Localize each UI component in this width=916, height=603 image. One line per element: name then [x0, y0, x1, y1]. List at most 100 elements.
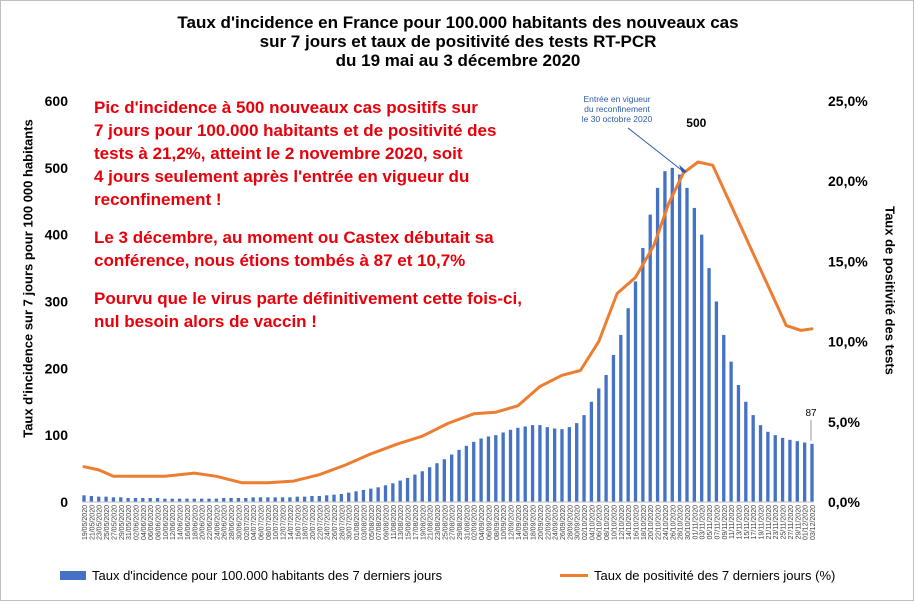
x-tick-label: 04/06/2020: [141, 505, 148, 540]
incidence-bar: [707, 268, 710, 502]
incidence-bar: [671, 168, 674, 502]
x-tick-label: 30/09/2020: [575, 505, 582, 540]
x-tick-label: 30/10/2020: [685, 505, 692, 540]
x-tick-label: 30/07/2020: [347, 505, 354, 540]
y-axis-left-label: Taux d'incidence sur 7 jours pour 100 00…: [21, 109, 36, 449]
x-tick-label: 27/05/2020: [111, 505, 118, 540]
incidence-bar: [597, 388, 600, 502]
incidence-bar: [354, 491, 357, 502]
incidence-bar: [531, 425, 534, 502]
x-tick-label: 04/10/2020: [589, 505, 596, 540]
incidence-bar: [413, 475, 416, 502]
incidence-bar: [641, 248, 644, 502]
x-tick-label: 02/07/2020: [244, 505, 251, 540]
x-tick-label: 14/09/2020: [516, 505, 523, 540]
incidence-bar: [553, 428, 556, 502]
x-tick-label: 10/06/2020: [163, 505, 170, 540]
incidence-bar: [421, 471, 424, 502]
incidence-bar: [774, 435, 777, 502]
incidence-bar: [90, 496, 93, 502]
y-left-tick-label: 400: [45, 227, 69, 243]
x-tick-label: 10/09/2020: [501, 505, 508, 540]
y-right-tick-label: 15,0%: [828, 253, 868, 269]
incidence-bar: [391, 483, 394, 502]
incidence-bar: [274, 497, 277, 502]
x-tick-label: 21/05/2020: [89, 505, 96, 540]
incidence-bar: [479, 439, 482, 502]
incidence-bar: [582, 415, 585, 502]
x-tick-label: 28/06/2020: [229, 505, 236, 540]
incidence-bar: [340, 494, 343, 502]
legend-label-positivity: Taux de positivité des 7 derniers jours …: [594, 568, 835, 583]
x-tick-label: 26/10/2020: [670, 505, 677, 540]
incidence-bar: [465, 446, 468, 502]
x-tick-label: 18/09/2020: [531, 505, 538, 540]
incidence-bar: [752, 415, 755, 502]
x-tick-label: 31/08/2020: [464, 505, 471, 540]
x-tick-label: 20/10/2020: [648, 505, 655, 540]
incidence-bar: [259, 497, 262, 502]
incidence-bar: [362, 490, 365, 502]
x-tick-label: 07/08/2020: [376, 505, 383, 540]
incidence-bar: [369, 489, 372, 502]
incidence-bar: [244, 498, 247, 502]
incidence-bar: [200, 499, 203, 502]
x-tick-label: 22/06/2020: [207, 505, 214, 540]
incidence-bar: [149, 498, 152, 502]
incidence-bar: [126, 498, 129, 502]
incidence-bar: [722, 335, 725, 502]
x-tick-label: 08/10/2020: [604, 505, 611, 540]
incidence-bar: [156, 498, 159, 502]
legend: Taux d'incidence pour 100.000 habitants …: [60, 568, 880, 588]
x-tick-label: 24/07/2020: [325, 505, 332, 540]
x-tick-label: 20/06/2020: [200, 505, 207, 540]
x-tick-label: 06/09/2020: [486, 505, 493, 540]
incidence-bar: [97, 497, 100, 502]
y-right-tick-label: 5,0%: [828, 414, 860, 430]
x-tick-label: 25/08/2020: [442, 505, 449, 540]
x-tick-label: 02/06/2020: [133, 505, 140, 540]
incidence-bar: [222, 498, 225, 502]
x-tick-label: 05/08/2020: [369, 505, 376, 540]
x-tick-label: 06/06/2020: [148, 505, 155, 540]
x-tick-label: 20/09/2020: [538, 505, 545, 540]
x-tick-label: 14/06/2020: [178, 505, 185, 540]
x-tick-label: 12/09/2020: [509, 505, 516, 540]
x-tick-label: 23/08/2020: [435, 505, 442, 540]
incidence-bar: [619, 335, 622, 502]
incidence-bar: [318, 496, 321, 502]
incidence-bar: [406, 478, 409, 502]
incidence-bar: [678, 175, 681, 502]
incidence-bar: [560, 429, 563, 502]
incidence-bar: [759, 425, 762, 502]
incidence-bar: [627, 308, 630, 502]
x-tick-label: 07/11/2020: [714, 505, 721, 540]
incidence-bar: [612, 355, 615, 502]
incidence-bar: [509, 430, 512, 502]
x-tick-label: 31/05/2020: [126, 505, 133, 540]
x-tick-label: 05/11/2020: [707, 505, 714, 540]
x-tick-label: 30/06/2020: [236, 505, 243, 540]
incidence-bar: [472, 442, 475, 502]
x-tick-label: 11/11/2020: [729, 505, 736, 539]
x-tick-label: 17/08/2020: [413, 505, 420, 540]
incidence-bar: [193, 499, 196, 502]
x-tick-label: 25/05/2020: [104, 505, 111, 540]
end-value-label: 87: [805, 408, 817, 419]
x-tick-label: 12/06/2020: [170, 505, 177, 540]
incidence-bar: [266, 497, 269, 502]
x-tick-label: 02/10/2020: [582, 505, 589, 540]
x-tick-label: 29/05/2020: [119, 505, 126, 540]
incidence-bar: [141, 498, 144, 502]
callout-arrow: [628, 128, 685, 173]
incidence-bar: [457, 450, 460, 502]
incidence-bar: [112, 497, 115, 502]
incidence-bar: [693, 208, 696, 502]
y-right-tick-label: 20,0%: [828, 173, 868, 189]
y-right-tick-label: 25,0%: [828, 93, 868, 109]
y-right-tick-label: 0,0%: [828, 494, 860, 510]
x-tick-label: 19/11/2020: [759, 505, 766, 540]
incidence-bar: [443, 459, 446, 502]
incidence-bar: [178, 499, 181, 502]
x-tick-label: 19/08/2020: [420, 505, 427, 540]
